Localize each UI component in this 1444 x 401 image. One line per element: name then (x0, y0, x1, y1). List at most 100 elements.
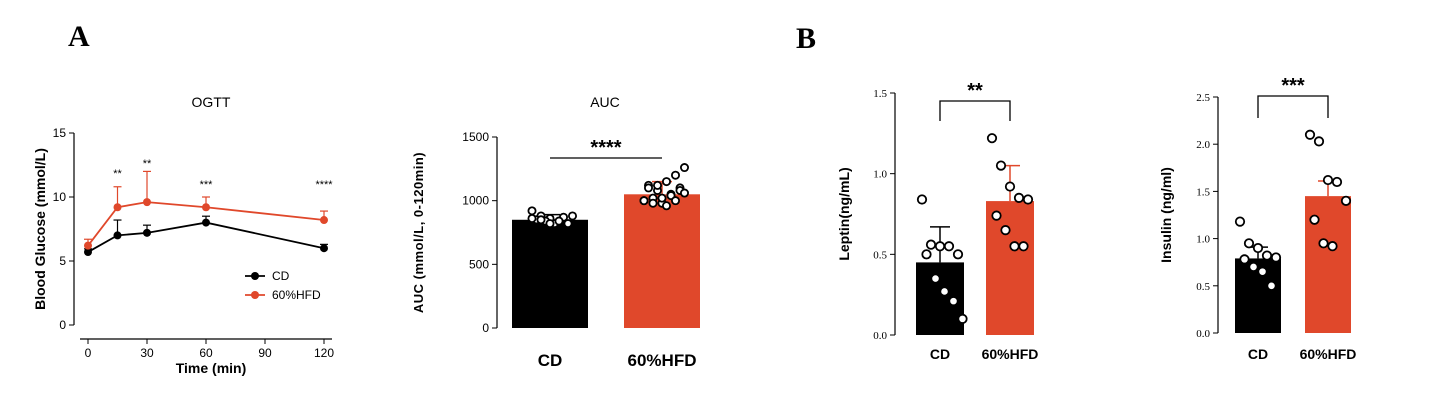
data-point (545, 219, 555, 229)
data-point (1013, 192, 1025, 203)
data-point (320, 244, 328, 253)
legend-label: CD (272, 269, 290, 283)
y-tick-label: 1.5 (873, 88, 887, 100)
y-axis-label: Insulin (ng/ml) (1158, 167, 1174, 263)
y-tick-label: 1500 (462, 130, 489, 144)
y-axis-label: Blood Glucose (mmol/L) (32, 148, 48, 310)
data-point (1000, 225, 1011, 236)
data-point (527, 213, 537, 223)
data-point (113, 203, 122, 212)
data-point (1018, 241, 1029, 252)
y-tick-label: 0.0 (873, 330, 887, 342)
data-point (930, 273, 941, 284)
data-point (671, 170, 681, 180)
y-tick-label: 1.5 (1196, 186, 1210, 198)
legend-label: 60%HFD (272, 288, 321, 302)
y-tick-label: 0 (59, 318, 66, 332)
x-tick-label: 60 (199, 346, 213, 360)
legend-marker (251, 291, 259, 299)
y-tick-label: 1.0 (873, 169, 887, 181)
y-tick-label: 2.0 (1196, 139, 1210, 151)
data-point (1327, 241, 1338, 252)
category-label: CD (538, 351, 563, 370)
series-line (87, 221, 325, 253)
data-point (995, 160, 1007, 171)
data-point (1239, 254, 1250, 265)
y-tick-label: 500 (469, 257, 489, 271)
data-point (934, 241, 946, 252)
data-point (1309, 214, 1320, 225)
insulin-chart: 0.0 0.5 1.0 1.5 2.0 2.5 Insulin (ng/ml) CD 60%HF… (1158, 75, 1356, 362)
x-tick-label: 30 (140, 346, 154, 360)
x-tick-label: 120 (314, 346, 334, 360)
y-axis-label: Leptin(ng/mL) (836, 167, 852, 260)
data-point (925, 239, 937, 250)
y-tick-label: 2.5 (1196, 92, 1210, 104)
y-tick-label: 1.0 (1196, 234, 1210, 246)
data-point (1257, 266, 1268, 277)
data-point (680, 188, 690, 198)
y-tick-label: 0 (482, 321, 489, 335)
data-point (648, 198, 658, 208)
data-point (680, 163, 690, 173)
data-point (662, 177, 672, 187)
significance-marker: ** (967, 80, 983, 102)
data-point (1022, 194, 1034, 205)
y-axis-label: AUC (mmol/L, 0-120min) (411, 152, 426, 313)
data-point (671, 196, 681, 206)
bar (512, 219, 588, 328)
data-point (143, 228, 151, 237)
data-point (1252, 242, 1264, 254)
data-point (1313, 136, 1325, 147)
y-tick-label: 0.5 (1196, 281, 1210, 293)
data-point (948, 296, 959, 307)
data-point (320, 216, 328, 225)
data-point (527, 206, 537, 216)
data-point (202, 218, 210, 227)
significance-bracket (1257, 95, 1329, 118)
significance-marker: *** (1281, 75, 1305, 97)
data-point (943, 241, 955, 252)
significance-bracket (939, 100, 1011, 121)
significance-marker: *** (200, 179, 214, 191)
data-point (657, 193, 667, 203)
data-point (986, 133, 998, 144)
data-point (639, 196, 649, 206)
y-tick-label: 15 (53, 126, 67, 140)
y-tick-label: 5 (59, 254, 66, 268)
data-point (536, 215, 546, 225)
data-point (916, 194, 928, 205)
leptin-chart: 0.0 0.5 1.0 1.5 Leptin(ng/mL) CD 60%HFD ** (836, 80, 1038, 362)
data-point (1004, 181, 1016, 192)
chart-title: AUC (590, 94, 620, 110)
data-point (921, 249, 932, 260)
x-tick-label: 0 (85, 346, 92, 360)
data-point (939, 286, 950, 297)
bar (624, 194, 700, 328)
category-label: 60%HFD (982, 346, 1039, 362)
data-point (84, 248, 92, 257)
data-point (143, 198, 151, 207)
chart-title: OGTT (192, 94, 231, 110)
data-point (653, 180, 663, 190)
bar (986, 201, 1034, 335)
data-point (1243, 238, 1255, 249)
x-tick-label: 90 (258, 346, 272, 360)
significance-marker: **** (315, 179, 333, 191)
data-point (662, 201, 672, 211)
ogtt-chart: OGTT 0 5 10 15 0 30 60 90 120 Time (min) Blood Gluc… (32, 94, 334, 376)
significance-marker: ** (143, 158, 152, 170)
data-point (1304, 129, 1316, 140)
data-point (1248, 261, 1259, 273)
category-label: CD (930, 346, 950, 362)
data-point (1331, 176, 1343, 188)
data-point (1270, 252, 1282, 263)
panel-label-b: B (796, 22, 816, 55)
category-label: 60%HFD (628, 351, 697, 370)
significance-marker: **** (590, 137, 621, 159)
x-axis-label: Time (min) (176, 360, 247, 376)
data-point (113, 231, 122, 240)
data-point (554, 216, 564, 226)
data-point (1261, 250, 1273, 261)
